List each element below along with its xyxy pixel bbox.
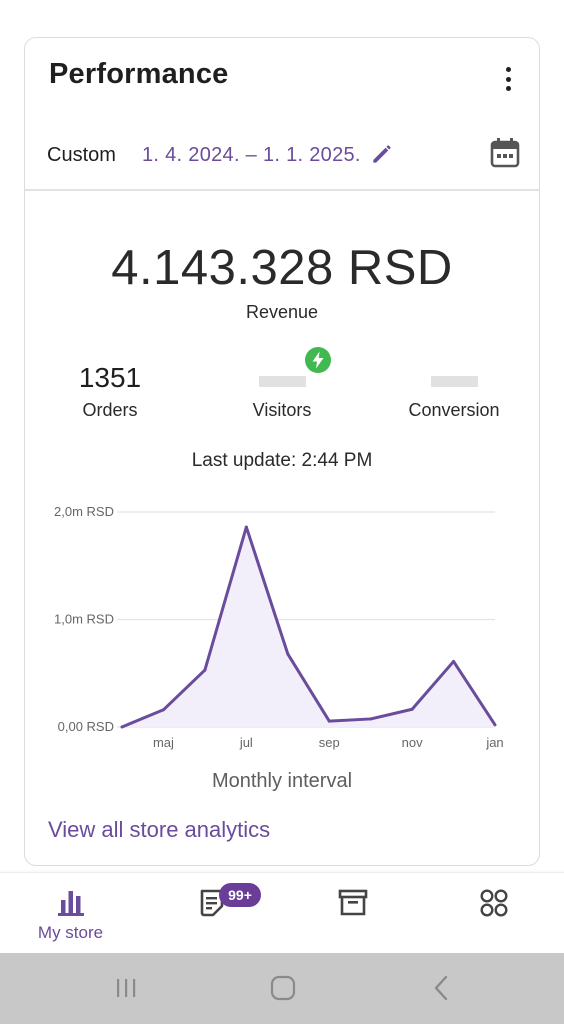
pencil-icon[interactable] [369,141,395,167]
chart-y-tick-label: 2,0m RSD [54,504,114,519]
conversion-value [369,360,539,396]
stat-orders: 1351 Orders [25,360,195,421]
chart-line-segment [161,668,207,712]
last-update-text: Last update: 2:44 PM [191,450,373,471]
date-range-label: Custom [47,144,116,166]
chart-y-tick-label: 1,0m RSD [54,612,114,627]
chart-x-tick-label: sep [319,735,340,750]
chart-x-tick-label: jan [485,735,503,750]
revenue-chart[interactable]: 0,00 RSD 1,0m RSD 2,0m RSD maj jul sep nov jan [25,493,540,783]
visitors-placeholder [258,376,306,387]
interval-label: Monthly interval [211,770,353,792]
chart-line-segment [120,708,165,729]
nav-orders[interactable]: 99+ [141,873,282,954]
performance-card: Performance Custom 1. 4. 2024. – 1. 1. 2… [24,37,540,866]
orders-badge: 99+ [219,883,261,907]
chart-line-segment [452,659,497,727]
chart-line-segment [327,717,373,723]
date-range-value[interactable]: 1. 4. 2024. – 1. 1. 2025. [142,144,361,166]
nav-my-store-label: My store [37,923,104,942]
date-range-row: Custom 1. 4. 2024. – 1. 1. 2025. [25,138,539,190]
bar-chart-icon [57,891,84,916]
nav-my-store[interactable]: My store [0,873,141,954]
jetpack-bolt-icon[interactable] [305,347,331,373]
chart-line-segment [286,652,331,723]
bottom-navigation: My store 99+ [0,872,564,953]
view-analytics-link[interactable]: View all store analytics [48,817,271,842]
header-divider [25,189,539,191]
back-icon[interactable] [425,973,459,1003]
conversion-placeholder [430,376,478,387]
nav-menu[interactable] [423,873,564,954]
system-navigation-bar [0,953,564,1024]
revenue-value: 4.143.328 RSD [111,241,453,295]
conversion-label: Conversion [408,400,500,420]
stat-conversion: Conversion [369,360,539,421]
chart-y-tick-label: 0,00 RSD [58,719,114,734]
stat-visitors: Visitors [197,347,367,421]
orders-label: Orders [82,400,138,420]
chart-line-segment [203,525,248,672]
home-icon[interactable] [266,973,300,1003]
visitors-label: Visitors [252,400,312,420]
card-title: Performance [49,58,229,90]
chart-area-fill [122,527,495,727]
calendar-icon[interactable] [489,136,521,170]
chart-line-segment [244,525,290,656]
nav-products[interactable] [282,873,423,954]
chart-line-segment [410,659,456,711]
chart-x-tick-label: nov [402,735,423,750]
chart-x-tick-label: maj [153,735,174,750]
orders-value: 1351 [78,362,142,393]
menu-grid-icon [479,889,508,917]
chart-x-tick-label: jul [239,735,253,750]
revenue-label: Revenue [245,302,319,322]
chart-line-segment [369,707,414,721]
archive-box-icon [338,889,367,916]
more-vertical-icon[interactable] [499,65,517,93]
recents-icon[interactable] [109,973,143,1003]
visitors-value [197,360,367,396]
